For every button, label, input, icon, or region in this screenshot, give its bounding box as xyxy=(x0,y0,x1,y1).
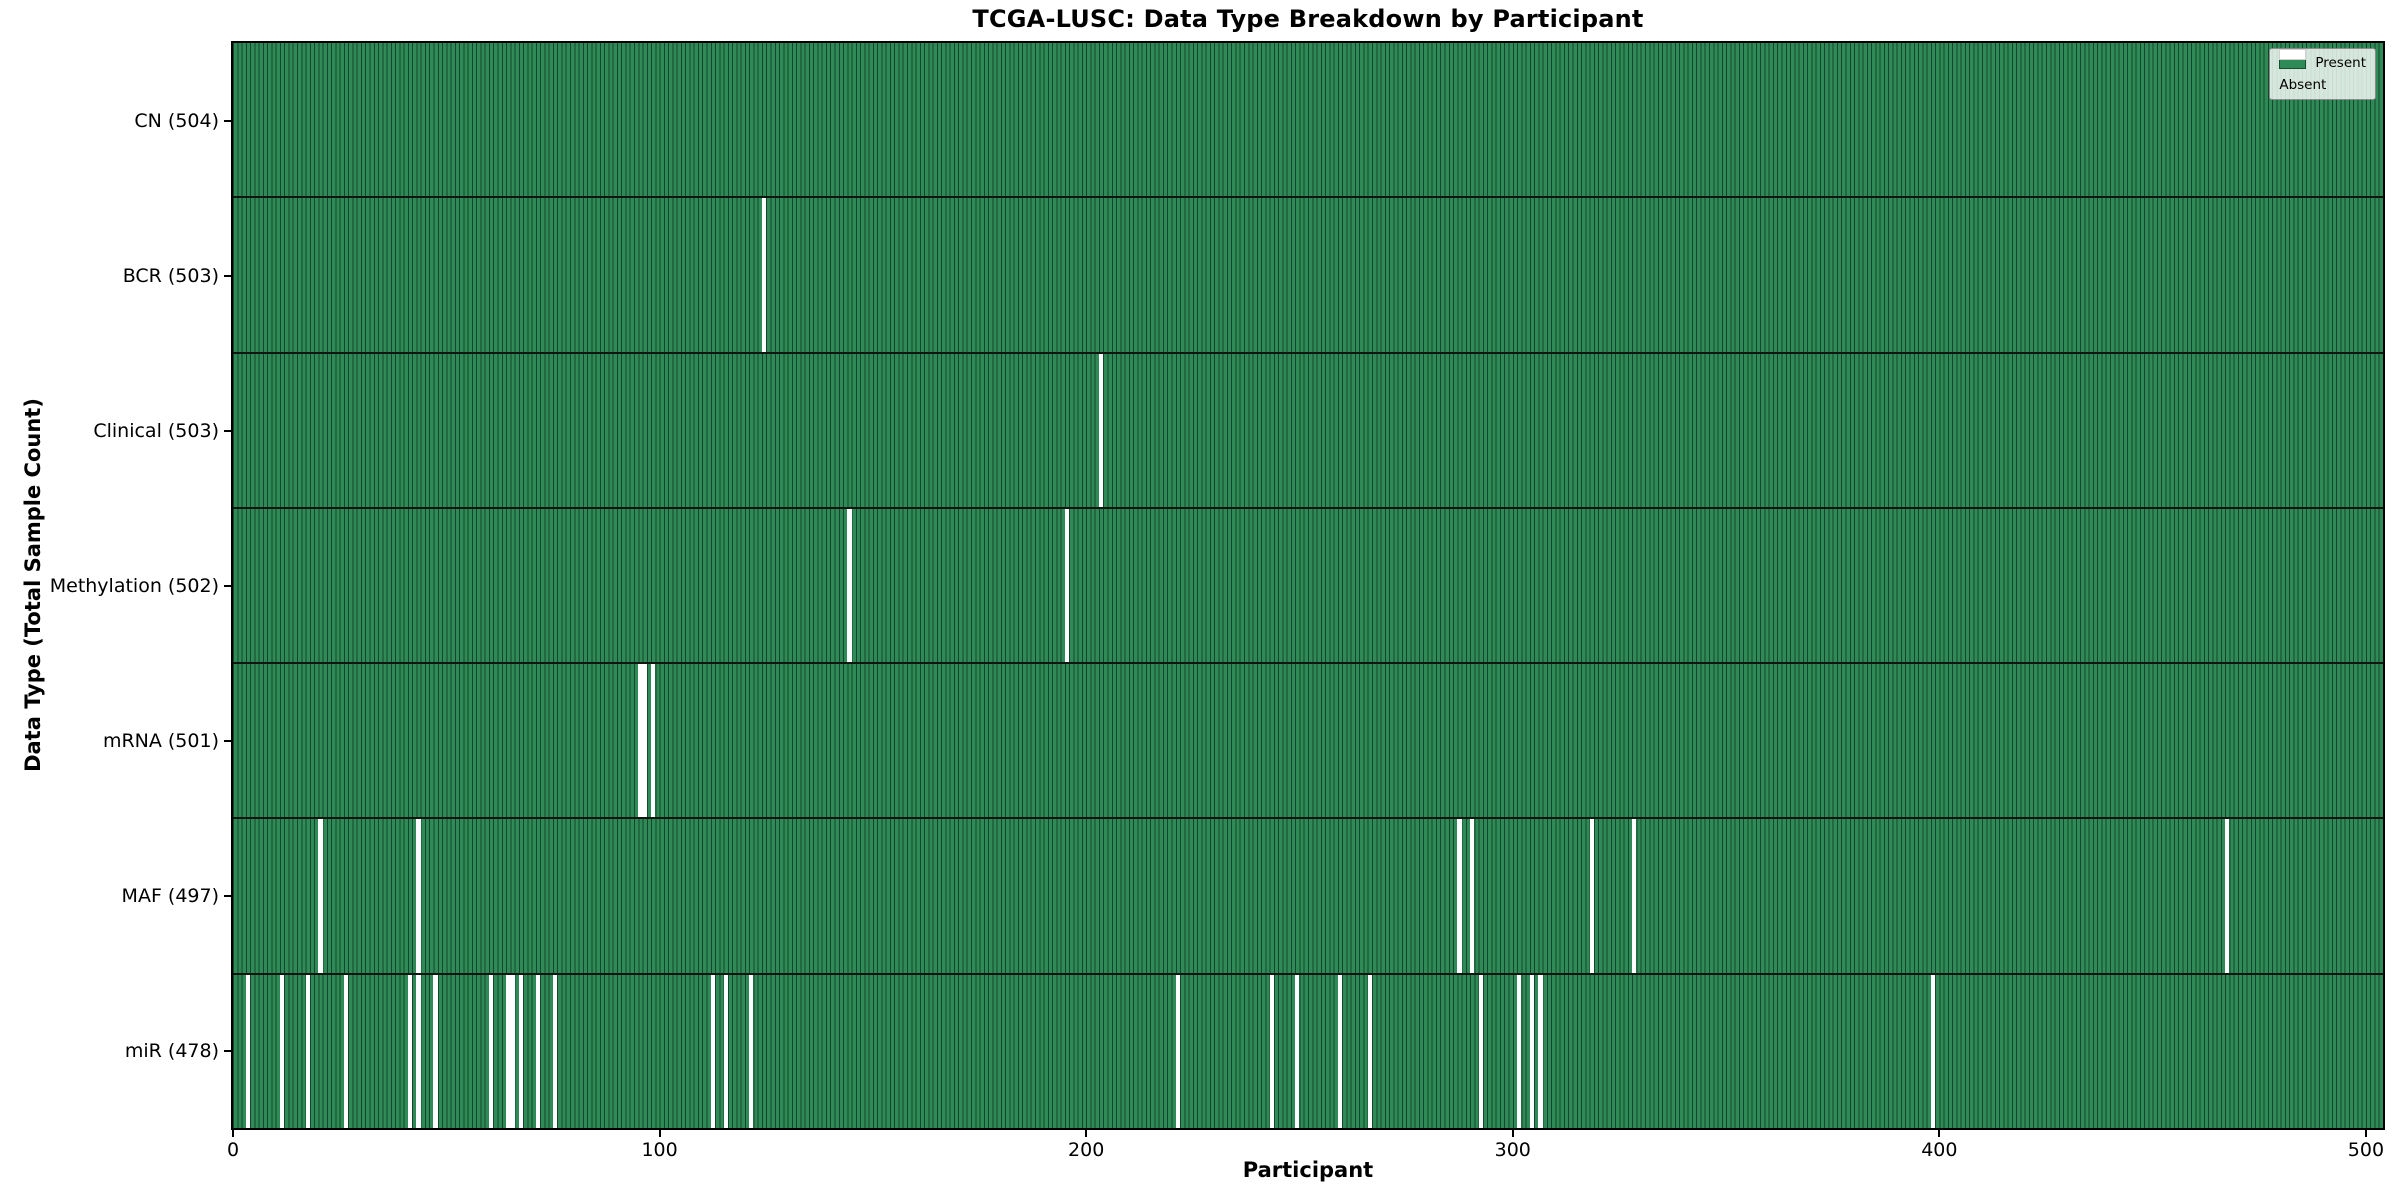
legend: Present Absent xyxy=(2269,48,2376,100)
absent-stripe xyxy=(1064,508,1070,663)
heatmap-row-maf xyxy=(233,819,2383,975)
absent-stripe xyxy=(552,974,558,1128)
absent-stripe xyxy=(651,664,656,818)
heatmap-row-bcr xyxy=(233,198,2383,354)
absent-stripe xyxy=(723,974,728,1128)
absent-stripe xyxy=(749,974,754,1128)
absent-stripe xyxy=(710,974,716,1128)
absent-stripe xyxy=(1538,974,1543,1128)
heatmap-row-mir xyxy=(233,974,2383,1128)
absent-stripe xyxy=(1457,819,1462,973)
absent-stripe xyxy=(1337,974,1343,1128)
absent-stripe xyxy=(1529,974,1535,1128)
absent-stripe xyxy=(488,974,494,1128)
absent-stripe xyxy=(1930,974,1936,1128)
x-tick-mark xyxy=(2364,1130,2367,1137)
absent-stripe xyxy=(506,974,511,1128)
legend-label-present: Present xyxy=(2315,55,2366,71)
absent-stripe xyxy=(318,819,323,973)
absent-stripe xyxy=(416,974,421,1128)
y-tick-label: miR (478) xyxy=(124,1039,219,1062)
x-tick-label: 100 xyxy=(641,1139,678,1161)
absent-stripe xyxy=(510,974,515,1128)
absent-stripe xyxy=(1367,974,1372,1128)
heatmap-row-cn xyxy=(233,43,2383,199)
x-tick-mark xyxy=(658,1130,661,1137)
y-tick-label: CN (504) xyxy=(134,109,219,132)
absent-stripe xyxy=(1517,974,1522,1128)
x-tick-label: 400 xyxy=(1921,1139,1958,1161)
absent-stripe xyxy=(1269,974,1274,1128)
absent-stripe xyxy=(642,664,647,818)
absent-stripe xyxy=(518,974,524,1128)
y-tick-label: mRNA (501) xyxy=(102,729,219,752)
y-tick-mark xyxy=(224,894,231,897)
heatmap-row-mrna xyxy=(233,664,2383,820)
absent-stripe xyxy=(1175,974,1181,1128)
absent-stripe xyxy=(1098,353,1104,507)
x-tick-mark xyxy=(1085,1130,1088,1137)
absent-stripe xyxy=(1632,819,1637,973)
absent-stripe xyxy=(1470,819,1475,973)
absent-stripe xyxy=(279,974,285,1128)
y-tick-mark xyxy=(224,739,231,742)
plot-area: Present Absent xyxy=(231,41,2385,1130)
y-tick-mark xyxy=(224,584,231,587)
y-tick-mark xyxy=(224,429,231,432)
absent-stripe xyxy=(305,974,310,1128)
x-axis-title: Participant xyxy=(1242,1158,1374,1182)
x-tick-mark xyxy=(232,1130,234,1137)
x-tick-label: 500 xyxy=(2347,1139,2385,1161)
legend-label-absent: Absent xyxy=(2279,77,2327,93)
absent-stripe xyxy=(1295,974,1300,1128)
absent-stripe xyxy=(433,974,438,1128)
y-tick-label: Methylation (502) xyxy=(49,574,219,597)
absent-stripe xyxy=(416,819,421,973)
legend-item-absent: Absent xyxy=(2279,49,2366,93)
y-tick-mark xyxy=(224,274,231,277)
absent-stripe xyxy=(1589,819,1594,973)
absent-stripe xyxy=(2225,819,2230,973)
absent-stripe xyxy=(535,974,541,1128)
absent-stripe xyxy=(343,974,349,1128)
y-tick-label: Clinical (503) xyxy=(93,419,219,442)
x-tick-label: 200 xyxy=(1068,1139,1105,1161)
x-tick-mark xyxy=(1938,1130,1941,1137)
absent-stripe xyxy=(761,198,767,352)
x-tick-label: 300 xyxy=(1494,1139,1531,1161)
absent-stripe xyxy=(245,974,251,1128)
absent-stripe xyxy=(638,664,643,818)
x-tick-label: 0 xyxy=(226,1139,240,1161)
absent-stripe xyxy=(847,508,852,663)
heatmap-row-methylation xyxy=(233,508,2383,665)
y-tick-label: BCR (503) xyxy=(122,264,219,287)
y-tick-mark xyxy=(224,1049,231,1052)
legend-swatch-absent-icon xyxy=(2279,49,2307,60)
absent-stripe xyxy=(1478,974,1483,1128)
chart-title: TCGA-LUSC: Data Type Breakdown by Partic… xyxy=(972,5,1644,33)
heatmap-row-clinical xyxy=(233,353,2383,509)
x-tick-mark xyxy=(1511,1130,1514,1137)
y-tick-mark xyxy=(224,119,231,122)
y-tick-label: MAF (497) xyxy=(121,884,219,907)
absent-stripe xyxy=(407,974,413,1128)
